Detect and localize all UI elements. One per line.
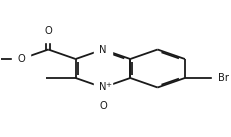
Text: O: O [17,54,25,64]
Text: Br: Br [218,73,228,83]
Text: O: O [44,26,52,36]
Text: O: O [99,101,107,111]
Text: N: N [99,45,107,55]
Text: N: N [99,82,107,92]
Text: +: + [106,82,112,88]
